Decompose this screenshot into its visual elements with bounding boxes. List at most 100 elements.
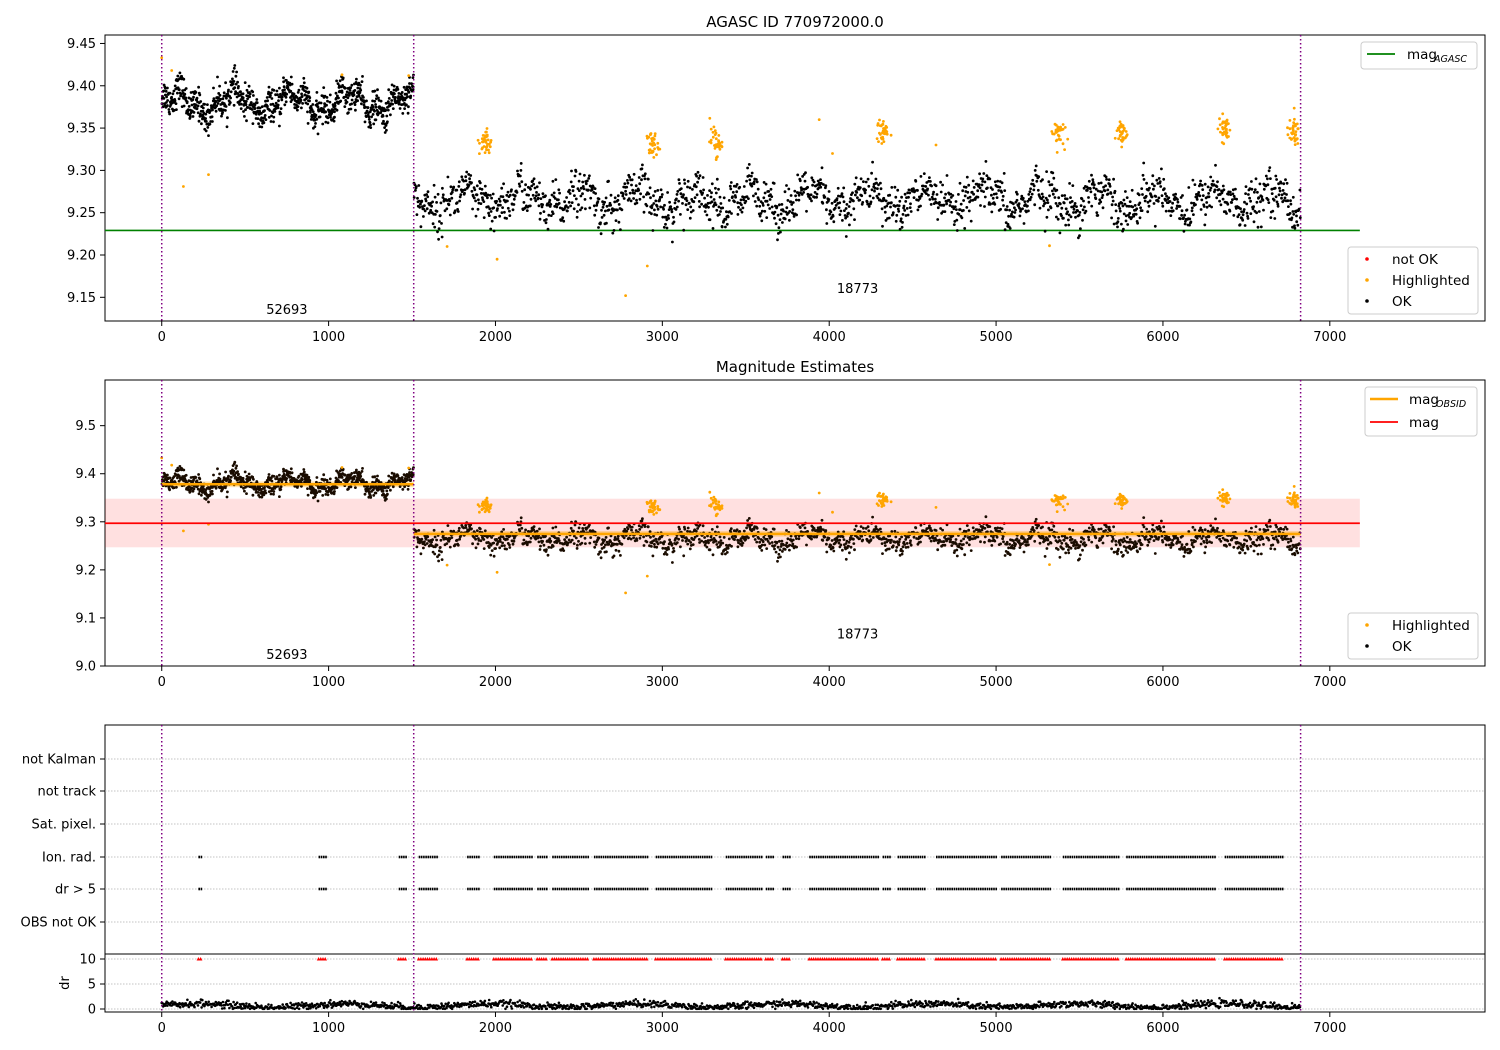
ok-point xyxy=(1074,215,1077,219)
ok-point xyxy=(876,187,879,191)
ok-point xyxy=(635,539,639,542)
highlighted-point xyxy=(883,127,887,131)
ok-point xyxy=(218,84,222,88)
ok-point xyxy=(212,97,216,100)
ok-point xyxy=(1158,180,1162,184)
ok-point xyxy=(653,208,656,212)
ok-point xyxy=(350,98,354,102)
ok-point xyxy=(219,97,223,101)
ok-point xyxy=(311,110,315,113)
ok-point xyxy=(1288,212,1292,215)
ok-point xyxy=(1056,217,1060,221)
ok-point xyxy=(792,215,796,218)
ok-point xyxy=(958,181,962,185)
ok-point xyxy=(269,492,273,496)
ok-point xyxy=(715,177,719,181)
ok-point xyxy=(1053,196,1057,199)
ok-point xyxy=(1048,194,1051,198)
ok-point xyxy=(620,208,624,212)
ok-point xyxy=(862,180,865,184)
ok-point xyxy=(173,84,177,88)
ok-point xyxy=(1000,181,1004,185)
ok-point xyxy=(672,220,676,224)
ok-point xyxy=(668,538,671,542)
highlighted-point xyxy=(1296,127,1300,131)
ok-point xyxy=(1253,188,1257,192)
ok-point xyxy=(300,92,303,96)
ok-point xyxy=(402,85,406,89)
ok-point xyxy=(1141,193,1144,196)
ok-point xyxy=(861,201,865,204)
ok-point xyxy=(1085,189,1089,192)
ok-point xyxy=(216,467,219,471)
ok-point xyxy=(437,553,441,557)
highlighted-point xyxy=(714,137,718,141)
ok-point xyxy=(195,107,199,111)
ok-point xyxy=(182,104,186,108)
ok-point xyxy=(967,209,971,213)
ok-point xyxy=(300,478,304,482)
ok-point xyxy=(888,193,892,197)
ok-point xyxy=(825,222,829,225)
ok-point xyxy=(629,199,633,203)
ok-point xyxy=(1178,205,1182,208)
ok-point xyxy=(575,547,579,550)
ok-point xyxy=(1214,163,1217,167)
ok-point xyxy=(435,538,438,542)
ok-point xyxy=(992,192,996,196)
ok-point xyxy=(1029,195,1033,199)
ok-point xyxy=(384,108,388,112)
ok-point xyxy=(319,101,323,105)
ok-point xyxy=(691,188,694,191)
ok-point xyxy=(853,528,857,531)
ok-point xyxy=(798,179,802,183)
ok-point xyxy=(173,99,177,103)
ok-point xyxy=(901,221,904,224)
ok-point xyxy=(765,199,769,203)
ok-point xyxy=(225,495,229,499)
ok-point xyxy=(632,172,636,176)
ok-point xyxy=(393,92,396,96)
ok-point xyxy=(191,98,195,102)
highlighted-point xyxy=(1118,124,1122,128)
ok-point xyxy=(425,542,429,545)
ok-point xyxy=(1289,199,1292,203)
ok-point xyxy=(919,540,922,544)
ok-point xyxy=(861,538,865,542)
ok-point xyxy=(993,202,997,206)
ok-point xyxy=(512,539,516,543)
ok-point xyxy=(568,192,572,195)
ok-point xyxy=(500,544,504,548)
ok-point xyxy=(616,198,620,202)
ok-point xyxy=(880,207,884,211)
ok-point xyxy=(234,82,238,86)
ok-point xyxy=(356,86,360,90)
ok-point xyxy=(225,125,229,129)
ok-point xyxy=(400,91,404,94)
ok-point xyxy=(984,160,988,163)
ok-point xyxy=(372,122,376,126)
ok-point xyxy=(1117,204,1121,208)
highlighted-point xyxy=(486,142,489,146)
ok-point xyxy=(566,209,569,213)
ok-point xyxy=(1255,211,1258,215)
ok-point xyxy=(483,184,487,188)
ok-point xyxy=(200,493,203,497)
ok-point xyxy=(201,106,205,110)
ok-point xyxy=(646,525,650,529)
ok-point xyxy=(1118,207,1122,210)
ok-point xyxy=(315,91,319,94)
ok-point xyxy=(1274,174,1278,178)
ok-point xyxy=(385,497,388,501)
ok-point xyxy=(195,96,199,100)
ok-point xyxy=(334,91,338,95)
ok-point xyxy=(224,81,228,85)
ok-point xyxy=(1001,194,1005,198)
ok-point xyxy=(1282,182,1286,186)
ok-point xyxy=(930,184,933,188)
ok-point xyxy=(1109,192,1113,195)
ok-point xyxy=(431,200,434,204)
ok-point xyxy=(492,541,496,545)
ok-point xyxy=(369,496,373,499)
y-tick-label: 9.25 xyxy=(67,206,96,221)
